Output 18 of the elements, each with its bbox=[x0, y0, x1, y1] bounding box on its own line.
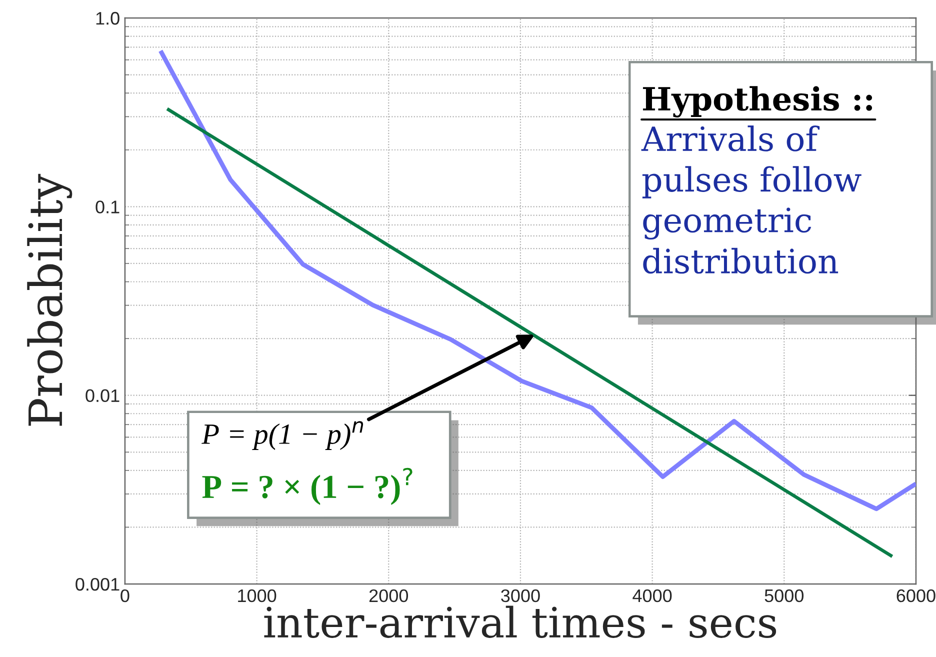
x-tick-label: 1000 bbox=[238, 589, 276, 602]
y-tick-label: 0.01 bbox=[86, 389, 120, 402]
y-tick-label: 1.0 bbox=[96, 12, 120, 25]
y-tick-label: 0.001 bbox=[76, 578, 120, 591]
x-tick-label: 3000 bbox=[501, 589, 540, 602]
x-tick-label: 2000 bbox=[369, 589, 408, 602]
y-axis-title: Probability bbox=[27, 174, 72, 426]
x-axis-title: inter-arrival times - secs bbox=[264, 606, 776, 638]
annotation: Hypothesis :: bbox=[642, 86, 872, 118]
annotation: P = p(1 − p)$^{n}$ bbox=[202, 421, 364, 450]
y-tick-label: 0.1 bbox=[96, 200, 120, 214]
annotation: Arrivals of pulses follow geometric distribution bbox=[641, 126, 862, 274]
line-series bbox=[158, 48, 916, 512]
x-tick-label: 5000 bbox=[764, 589, 804, 602]
x-tick-label: 4000 bbox=[632, 589, 672, 602]
annotation: P = ? × (1 − ?)$^{?}$ bbox=[202, 468, 412, 505]
x-tick-label: 0 bbox=[120, 589, 130, 602]
x-tick-label: 6000 bbox=[896, 589, 936, 602]
